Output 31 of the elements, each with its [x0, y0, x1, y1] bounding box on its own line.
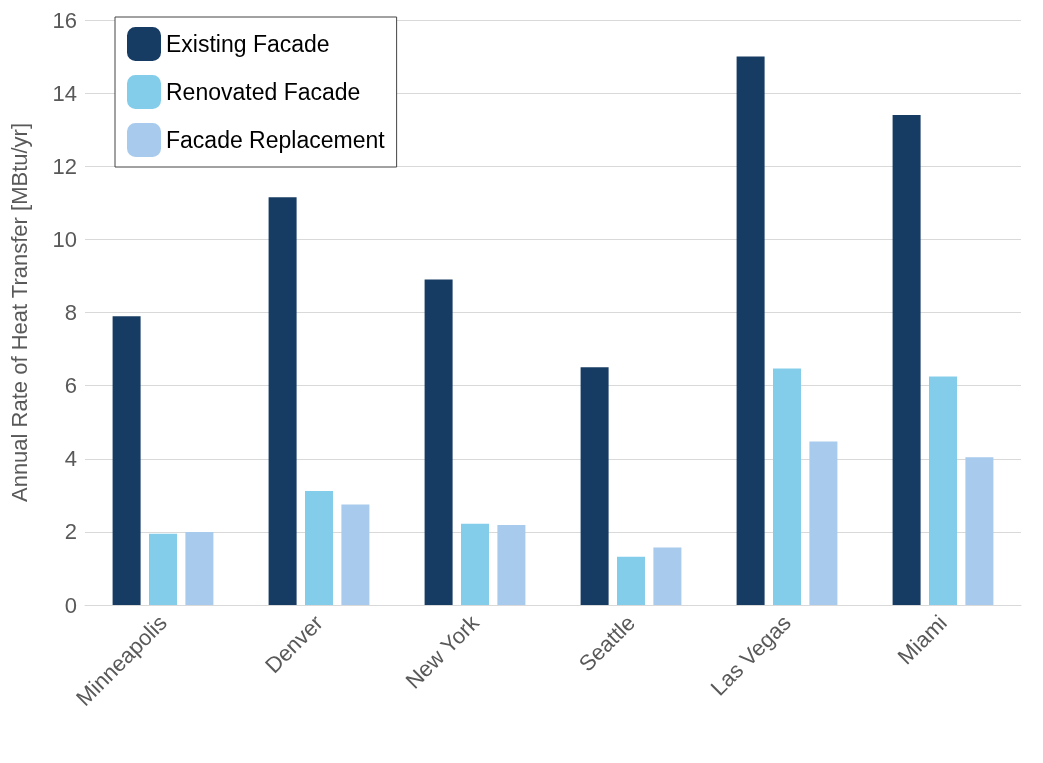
y-tick-label: 14 [52, 80, 77, 106]
bar [809, 441, 838, 605]
legend-label: Facade Replacement [166, 127, 386, 153]
bar [580, 367, 609, 605]
bar [112, 316, 141, 605]
bar [149, 533, 177, 605]
y-tick-label: 0 [64, 592, 77, 618]
y-tick-label: 16 [52, 7, 77, 33]
y-axis-title: Annual Rate of Heat Transfer [MBtu/yr] [6, 122, 32, 503]
bar [736, 56, 765, 605]
legend-label: Renovated Facade [166, 79, 361, 105]
bar [653, 547, 682, 605]
y-tick-label: 12 [52, 153, 77, 179]
bar [773, 368, 801, 605]
bar [424, 279, 453, 605]
bar [305, 490, 333, 605]
bar [929, 376, 957, 605]
bar [185, 531, 214, 605]
bar [617, 556, 645, 605]
bar [965, 457, 994, 605]
bar [341, 504, 370, 605]
bar [461, 523, 489, 605]
bar [268, 197, 297, 605]
y-tick-label: 2 [64, 519, 77, 545]
bar [892, 115, 921, 605]
legend-label: Existing Facade [166, 31, 330, 57]
y-tick-label: 6 [64, 373, 77, 399]
y-tick-label: 4 [64, 446, 77, 472]
y-tick-label: 8 [64, 300, 77, 325]
bar [497, 524, 526, 605]
y-tick-label: 10 [52, 226, 77, 252]
